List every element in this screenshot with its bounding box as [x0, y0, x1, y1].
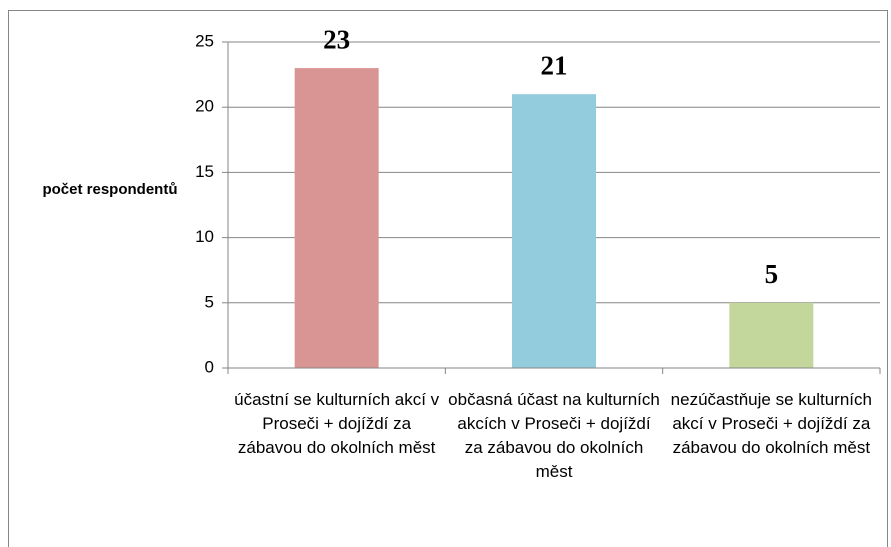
y-tick-label: 0	[205, 357, 214, 376]
x-tick-label: občasná účast na kulturních akcích v Pro…	[448, 390, 660, 481]
data-label: 23	[323, 24, 350, 54]
y-tick-label: 25	[195, 31, 214, 50]
x-tick-label: účastní se kulturních akcí v Proseči + d…	[234, 390, 440, 457]
data-label: 21	[541, 50, 568, 80]
bar	[729, 302, 814, 368]
y-tick-label: 10	[195, 227, 214, 246]
y-axis-label: počet respondentů	[42, 181, 178, 198]
y-tick-label: 5	[205, 292, 214, 311]
bar	[512, 94, 596, 368]
y-tick-label: 15	[195, 162, 214, 181]
chart-frame	[8, 10, 888, 547]
bar	[294, 68, 379, 368]
data-label: 5	[765, 259, 779, 289]
y-tick-label: 20	[195, 97, 214, 116]
x-tick-label: nezúčastňuje se kulturních akcí v Proseč…	[670, 390, 872, 457]
